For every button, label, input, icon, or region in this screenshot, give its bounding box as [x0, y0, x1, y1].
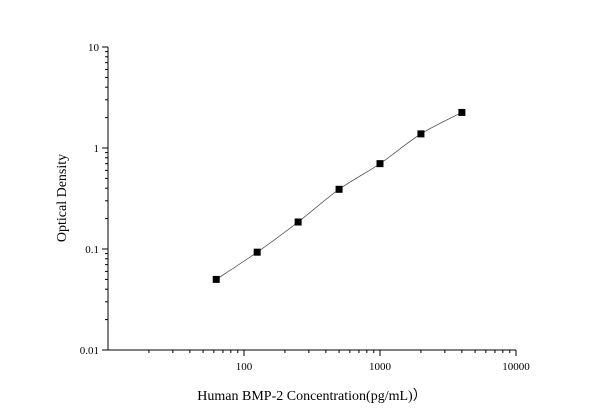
data-point	[458, 108, 466, 116]
data-point	[376, 160, 384, 168]
x-axis-title: Human BMP-2 Concentration(pg/mL)）	[197, 388, 426, 404]
y-tick-label: 0.1	[85, 244, 99, 256]
x-tick-label: 100	[236, 361, 253, 373]
axes	[107, 47, 516, 351]
data-point	[417, 130, 425, 138]
data-point	[294, 218, 302, 226]
y-tick-label: 1	[94, 143, 100, 155]
plot-area	[212, 108, 466, 283]
y-tick-label: 10	[88, 42, 100, 54]
data-point	[253, 248, 261, 256]
data-point	[335, 185, 343, 193]
fit-curve	[216, 112, 463, 280]
y-ticks: 0.01 0.1 1 10	[80, 42, 108, 357]
x-ticks: 100 1000 10000	[148, 350, 530, 373]
x-tick-label: 1000	[369, 361, 392, 373]
data-point	[212, 275, 220, 283]
x-tick-label: 10000	[502, 361, 530, 373]
y-axis-title: Optical Density	[55, 154, 70, 242]
y-tick-label: 0.01	[80, 345, 99, 357]
